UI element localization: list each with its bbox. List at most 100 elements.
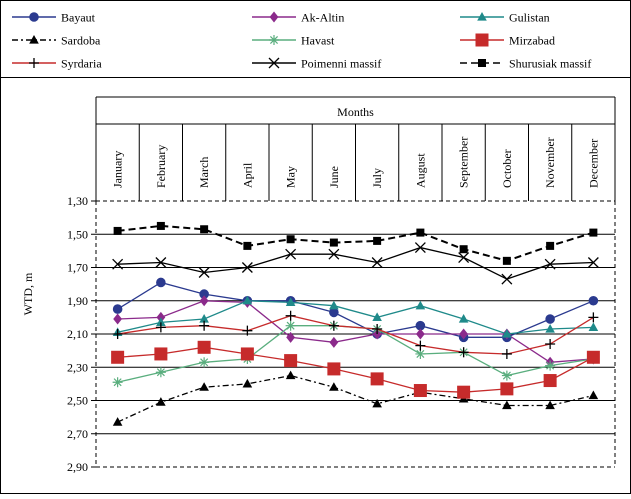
- legend-label-syrdaria: Syrdaria: [61, 57, 102, 71]
- legend-label-sardoba: Sardoba: [61, 34, 101, 48]
- point-gulistan-may: [285, 297, 296, 307]
- point-syrdaria-august: [415, 340, 426, 351]
- legend-marker-sardoba-shape: [29, 35, 39, 44]
- point-sardoba-october: [502, 400, 512, 410]
- point-poimenni-massif-march-shape: [198, 267, 210, 278]
- month-label-january: January: [111, 151, 125, 188]
- point-mirzabad-april: [240, 347, 254, 361]
- legend-label-ak-altin: Ak-Altin: [301, 11, 344, 25]
- point-mirzabad-october: [500, 382, 514, 396]
- point-poimenni-massif-february-shape: [155, 257, 167, 268]
- point-bayaut-november-shape: [545, 314, 555, 324]
- point-syrdaria-march: [199, 320, 210, 331]
- point-mirzabad-september-shape: [457, 385, 471, 399]
- point-mirzabad-july-shape: [370, 372, 384, 386]
- point-mirzabad-january: [111, 350, 125, 364]
- point-havast-february-shape: [155, 367, 166, 378]
- point-mirzabad-november-shape: [543, 374, 557, 388]
- month-label-november: November: [543, 137, 557, 188]
- point-sardoba-june-shape: [329, 382, 339, 391]
- legend-marker-bayaut: [29, 12, 39, 22]
- legend-marker-syrdaria-shape: [29, 58, 39, 68]
- point-ak-altin-june-shape: [329, 336, 339, 348]
- point-shurusiak-massif-september-shape: [459, 245, 468, 254]
- point-havast-august-shape: [415, 348, 426, 359]
- point-shurusiak-massif-october-shape: [502, 256, 511, 265]
- point-syrdaria-november-shape: [545, 338, 556, 349]
- point-havast-october-shape: [501, 370, 512, 381]
- series-poimenni-massif: [112, 242, 599, 285]
- point-shurusiak-massif-november: [546, 241, 555, 250]
- point-shurusiak-massif-august-shape: [416, 228, 425, 237]
- legend-marker-poimenni-massif-shape: [268, 57, 280, 69]
- legend-marker-gulistan: [477, 12, 487, 21]
- point-poimenni-massif-may: [285, 248, 297, 260]
- legend-marker-shurusiak-massif: [478, 59, 486, 67]
- month-label-may: May: [284, 166, 298, 188]
- point-bayaut-february-shape: [156, 277, 166, 288]
- point-poimenni-massif-june-shape: [328, 248, 340, 260]
- point-poimenni-massif-october: [501, 273, 513, 285]
- legend-label-gulistan: Gulistan: [509, 11, 550, 25]
- point-gulistan-august-shape: [415, 300, 426, 310]
- point-poimenni-massif-january-shape: [112, 258, 124, 270]
- point-havast-october: [501, 370, 512, 381]
- point-mirzabad-may-shape: [284, 354, 298, 368]
- point-bayaut-june: [329, 307, 339, 318]
- point-gulistan-november-shape: [545, 324, 555, 333]
- legend-marker-shurusiak-massif-shape: [478, 59, 486, 67]
- series-line-gulistan: [117, 300, 594, 335]
- point-sardoba-june: [329, 382, 339, 391]
- month-label-december: December: [586, 139, 600, 188]
- point-syrdaria-december: [588, 312, 599, 323]
- point-syrdaria-october: [501, 348, 512, 359]
- point-gulistan-september-shape: [458, 314, 469, 323]
- point-sardoba-november: [545, 400, 555, 410]
- point-syrdaria-september-shape: [458, 347, 469, 358]
- point-syrdaria-july-shape: [372, 324, 383, 335]
- plot-area: Months January February March April May June Ju…: [21, 96, 616, 474]
- point-syrdaria-june: [328, 320, 339, 331]
- legend-marker-poimenni-massif: [268, 57, 280, 69]
- point-gulistan-december-shape: [588, 322, 599, 331]
- month-label-march: March: [197, 157, 211, 188]
- point-mirzabad-june: [327, 362, 341, 376]
- series-ak-altin: [113, 295, 598, 368]
- top-axis-title: Months: [337, 105, 374, 119]
- point-shurusiak-massif-june-shape: [329, 238, 338, 247]
- legend-marker-havast: [269, 35, 279, 45]
- series-line-sardoba: [117, 374, 594, 423]
- point-gulistan-april: [242, 295, 253, 305]
- legend-item-mirzabad: Mirzabad: [460, 33, 555, 48]
- point-shurusiak-massif-july-shape: [373, 236, 382, 245]
- point-shurusiak-massif-february-shape: [156, 221, 165, 230]
- point-mirzabad-february: [154, 347, 168, 361]
- series-mirzabad: [111, 340, 600, 399]
- point-gulistan-july-shape: [372, 312, 382, 321]
- point-shurusiak-massif-august: [416, 228, 425, 237]
- point-sardoba-december-shape: [588, 390, 599, 400]
- point-shurusiak-massif-july: [373, 236, 382, 245]
- legend-marker-ak-altin-shape: [269, 11, 279, 23]
- point-ak-altin-january-shape: [113, 313, 123, 325]
- point-bayaut-november: [545, 314, 555, 324]
- point-poimenni-massif-october-shape: [501, 273, 513, 285]
- point-havast-may-shape: [285, 320, 296, 331]
- legend-marker-sardoba: [29, 35, 39, 44]
- legend-item-gulistan: Gulistan: [460, 11, 550, 25]
- point-poimenni-massif-july-shape: [371, 257, 383, 268]
- point-syrdaria-may: [285, 310, 296, 321]
- point-syrdaria-june-shape: [328, 320, 339, 331]
- point-havast-may: [285, 320, 296, 331]
- point-ak-altin-june: [329, 336, 339, 348]
- legend-label-shurusiak-massif: Shurusiak massif: [509, 57, 591, 71]
- point-mirzabad-august: [413, 384, 427, 398]
- point-mirzabad-november: [543, 374, 557, 388]
- y-tick-label-2-10: 2,10: [67, 327, 88, 341]
- point-havast-february: [155, 367, 166, 378]
- legend-item-sardoba: Sardoba: [12, 34, 101, 48]
- point-ak-altin-march: [199, 295, 209, 307]
